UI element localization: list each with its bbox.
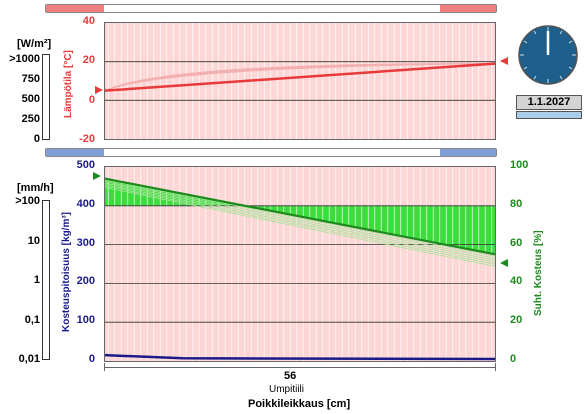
temp-tick-label: -20 — [79, 133, 95, 145]
rh-tick-label: 60 — [510, 236, 523, 249]
rain-tick-label: 10 — [27, 234, 40, 247]
rh-tick-label: 100 — [510, 159, 529, 171]
x-axis-left-tick — [104, 363, 105, 371]
temp-right-marker-icon — [500, 57, 508, 65]
rh-left-marker-icon — [93, 172, 101, 180]
moisture-tick-label: 500 — [76, 159, 95, 171]
x-axis-line — [104, 367, 496, 368]
temp-history-line — [105, 63, 495, 92]
clock-dial-icon — [517, 24, 579, 91]
flux-unit-label: [W/m²] — [17, 38, 52, 50]
temperature-line — [105, 62, 495, 92]
flux-tick-label: 0 — [33, 133, 40, 145]
flux-tick-label: >1000 — [9, 53, 40, 65]
temp-plot-background — [105, 23, 495, 139]
rh-history-line — [105, 179, 495, 257]
rain-tick-label: 0,01 — [18, 353, 40, 365]
date-display: 1.1.2027 — [516, 95, 582, 110]
flux-scale-bar — [42, 54, 50, 140]
moisture-tick-label: 0 — [88, 353, 95, 365]
rh-right-marker-icon — [500, 259, 508, 267]
flux-tick-label: 250 — [21, 113, 40, 125]
rain-tick-label: 0,1 — [24, 313, 40, 326]
moisture-tick-label: 100 — [76, 314, 95, 327]
temp-tick-label: 40 — [82, 15, 95, 27]
top-scroll-bar[interactable] — [45, 4, 497, 13]
rh-history-line — [105, 185, 495, 265]
temp-left-marker-icon — [95, 86, 103, 94]
rh-history-line — [105, 184, 495, 263]
flux-tick-label: 750 — [21, 73, 40, 85]
rain-tick-label: >100 — [15, 195, 40, 207]
x-axis-title: Poikkileikkaus [cm] — [248, 398, 351, 410]
bottom-scroll-right-cap — [440, 149, 496, 156]
rh-tick-label: 40 — [510, 275, 523, 288]
date-progress-bar — [516, 111, 582, 119]
moisture-tick-label: 400 — [76, 197, 95, 210]
rh-history-line — [105, 187, 495, 267]
temp-tick-label: 20 — [82, 54, 95, 67]
temperature-plot — [104, 22, 496, 140]
top-scroll-left-cap — [46, 5, 104, 12]
moisture-axis-title: Kosteuspitoisuus [kg/m³] — [61, 211, 72, 332]
rh-tick-label: 0 — [510, 353, 517, 365]
rh-axis-title: Suht. Kosteus [%] — [533, 230, 544, 316]
bottom-scroll-left-cap — [46, 149, 104, 156]
x-axis-material: Umpitiili — [269, 384, 304, 395]
temp-tick-label: 0 — [88, 93, 95, 106]
bottom-scroll-bar[interactable] — [45, 148, 497, 157]
moisture-tick-label: 300 — [76, 236, 95, 249]
rh-tick-label: 80 — [510, 197, 523, 210]
rain-scale-bar — [42, 200, 50, 360]
rh-history-line — [105, 182, 495, 261]
temp-axis-title: Lämpötila [°C] — [63, 50, 74, 118]
top-scroll-right-cap — [440, 5, 496, 12]
relative-humidity-line — [105, 177, 495, 256]
flux-tick-label: 500 — [21, 93, 40, 105]
rain-unit-label: [mm/h] — [17, 182, 54, 194]
rh-tick-label: 20 — [510, 314, 523, 327]
x-axis-right-tick — [495, 363, 496, 371]
moisture-plot — [104, 166, 496, 362]
rain-tick-label: 1 — [33, 274, 40, 286]
x-axis-value: 56 — [284, 370, 297, 382]
moisture-content-line — [105, 353, 495, 361]
rh-history-line — [105, 181, 495, 259]
moisture-tick-label: 200 — [76, 275, 95, 288]
